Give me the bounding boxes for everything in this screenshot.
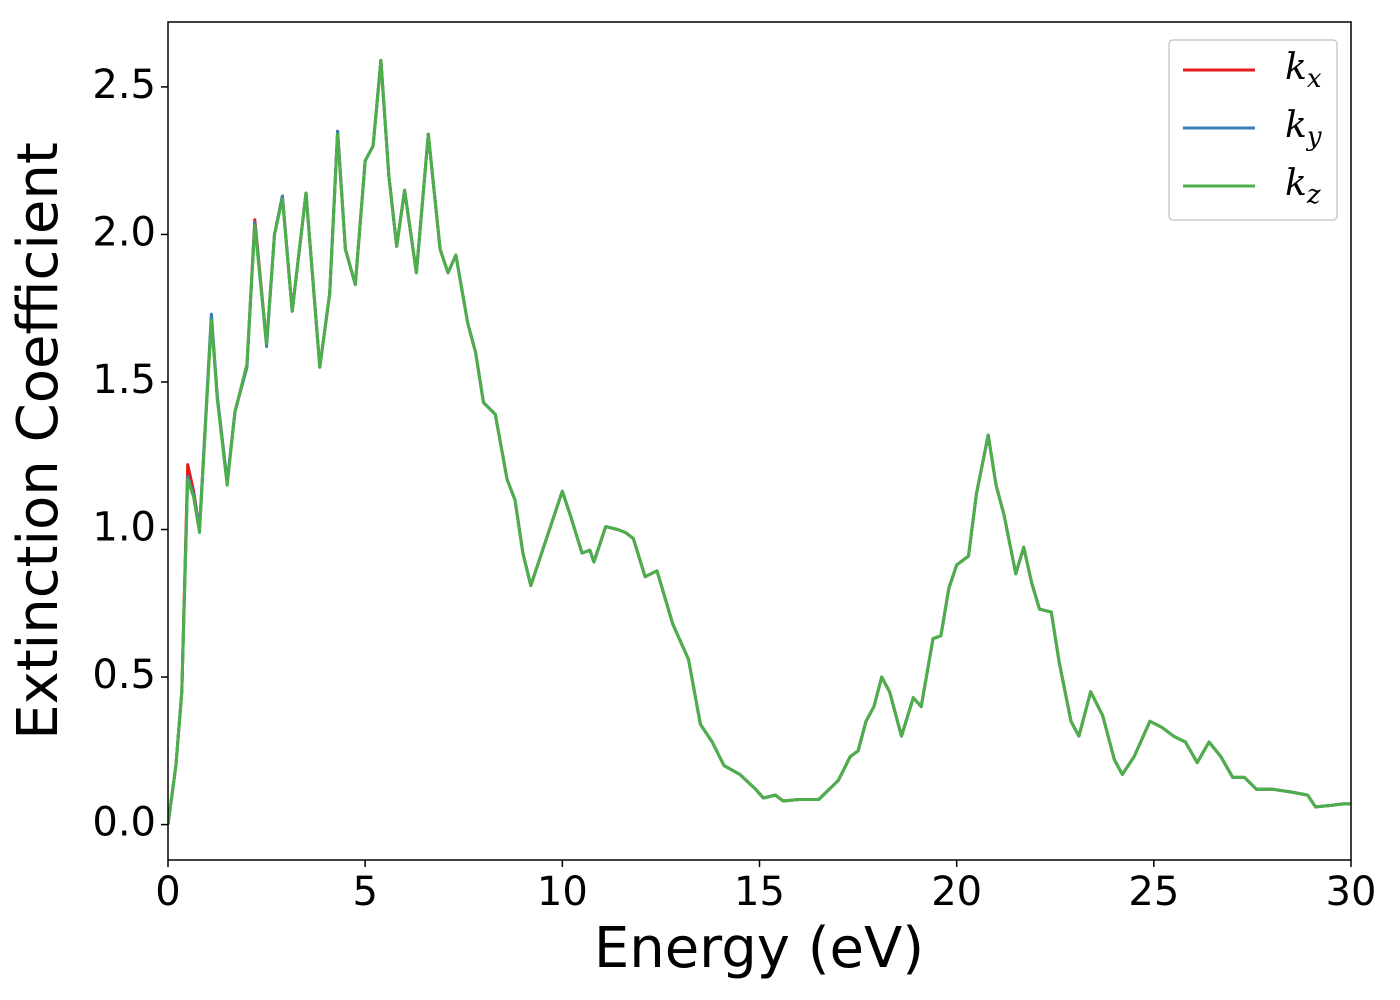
plot-frame (167, 21, 1352, 861)
x-tick-label: 25 (1128, 869, 1179, 915)
y-tick-label: 1.5 (92, 357, 156, 403)
x-tick-label: 5 (352, 869, 377, 915)
x-tick-label: 30 (1326, 869, 1377, 915)
y-tick-label: 2.0 (92, 209, 156, 255)
x-axis-label: Energy (eV) (594, 916, 924, 981)
legend-label: k_x (1285, 47, 1322, 94)
x-tick-label: 15 (734, 869, 785, 915)
legend-label: k_y (1285, 105, 1322, 152)
y-axis-label: Extinction Coefficient (6, 142, 71, 740)
line-series (168, 58, 1351, 825)
legend-label: k_z (1285, 163, 1321, 210)
legend-box (1168, 39, 1338, 221)
y-tick-label: 0.0 (92, 800, 156, 846)
x-tick-label: 20 (931, 869, 982, 915)
y-tick-label: 1.0 (92, 505, 156, 551)
x-tick-label: 10 (537, 869, 588, 915)
x-tick-label: 0 (155, 869, 180, 915)
y-tick-label: 0.5 (92, 652, 156, 698)
y-tick-label: 2.5 (92, 62, 156, 108)
